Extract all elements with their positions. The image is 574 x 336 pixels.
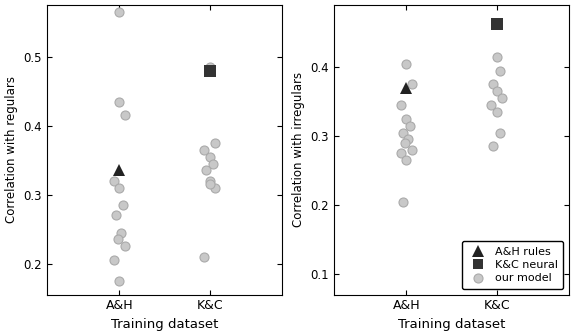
X-axis label: Training dataset: Training dataset — [111, 318, 218, 331]
Y-axis label: Correlation with regulars: Correlation with regulars — [5, 76, 18, 223]
Y-axis label: Correlation with irregulars: Correlation with irregulars — [292, 72, 305, 227]
X-axis label: Training dataset: Training dataset — [398, 318, 505, 331]
Legend: A&H rules, K&C neural, our model: A&H rules, K&C neural, our model — [461, 241, 564, 289]
